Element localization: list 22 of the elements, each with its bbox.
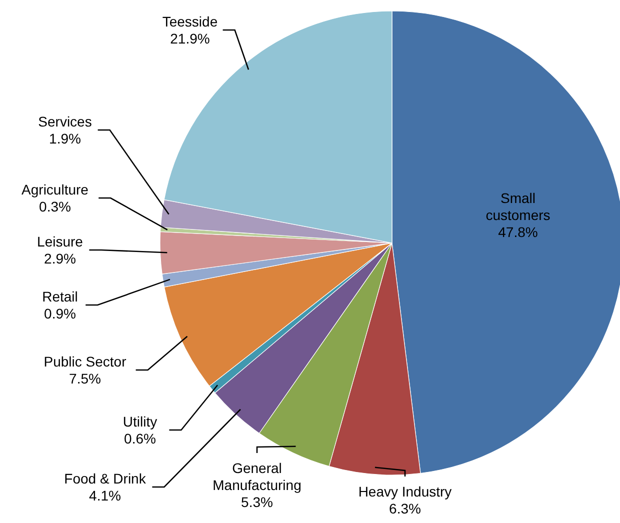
data-label: 0.6% xyxy=(124,430,156,446)
slice-label: Heavy Industry xyxy=(358,484,452,500)
slice-label: Agriculture xyxy=(22,182,89,198)
slice-label: Services xyxy=(38,114,92,130)
data-label: 4.1% xyxy=(89,488,121,504)
slice-label: Small customers xyxy=(486,190,550,223)
data-label: 2.9% xyxy=(44,250,76,266)
slice-label: Food & Drink xyxy=(64,470,147,486)
slice-label: Retail xyxy=(42,288,78,304)
slice-label: Public Sector xyxy=(44,354,127,370)
data-label: 0.9% xyxy=(44,306,76,322)
data-label: 1.9% xyxy=(49,130,81,146)
data-label: 47.8% xyxy=(498,224,538,240)
slice-label: Utility xyxy=(122,414,158,430)
data-label: 5.3% xyxy=(241,494,273,510)
data-label: 0.3% xyxy=(39,198,71,214)
slice-label: General Manufacturing xyxy=(212,460,302,493)
slice-label: Teesside xyxy=(162,14,218,30)
slice-label: Leisure xyxy=(37,234,84,250)
data-label: 21.9% xyxy=(170,30,210,46)
data-label: 7.5% xyxy=(69,370,101,386)
data-label: 6.3% xyxy=(389,500,421,516)
